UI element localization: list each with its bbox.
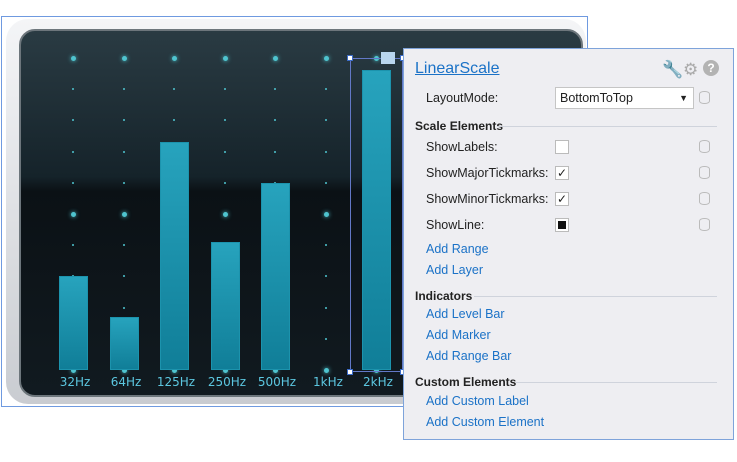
minor-tick (72, 150, 74, 153)
major-tick (121, 211, 127, 217)
minor-tick (325, 306, 327, 309)
minor-tick (72, 244, 74, 247)
databinding-icon[interactable] (699, 140, 710, 153)
minor-tick (224, 88, 226, 91)
level-bar (260, 182, 290, 370)
minor-tick (274, 88, 276, 91)
show-minor-checkbox[interactable]: ✓ (555, 192, 569, 206)
minor-tick (123, 150, 125, 153)
show-line-label: ShowLine: (426, 218, 485, 232)
divider (516, 382, 717, 383)
minor-tick (123, 306, 125, 309)
scale-label: 64Hz (110, 375, 142, 389)
level-bar (159, 142, 189, 370)
minor-tick (173, 119, 175, 122)
scale-label: 2kHz (363, 375, 393, 389)
show-labels-label: ShowLabels: (426, 140, 498, 154)
scale-label: 125Hz (156, 375, 196, 389)
level-bar (109, 316, 139, 370)
minor-tick (224, 119, 226, 122)
layout-mode-select[interactable]: BottomToTop ▼ (555, 87, 694, 109)
scale-label: 500Hz (257, 375, 297, 389)
panel-title-link[interactable]: LinearScale (415, 60, 500, 77)
minor-tick (123, 119, 125, 122)
databinding-icon[interactable] (699, 166, 710, 179)
minor-tick (72, 181, 74, 184)
layout-mode-value: BottomToTop (560, 91, 633, 105)
major-tick (70, 55, 76, 61)
add-marker-link[interactable]: Add Marker (426, 328, 491, 342)
major-tick (222, 55, 228, 61)
wrench-icon[interactable]: 🔧 (662, 60, 684, 79)
show-minor-label: ShowMinorTickmarks: (426, 192, 549, 206)
show-major-checkbox[interactable]: ✓ (555, 166, 569, 180)
scale-label: 1kHz (313, 375, 343, 389)
major-tick (171, 367, 177, 373)
add-range-bar-link[interactable]: Add Range Bar (426, 349, 512, 363)
selection-box (350, 58, 403, 372)
databinding-icon[interactable] (699, 91, 710, 104)
show-labels-checkbox[interactable] (555, 140, 569, 154)
major-tick (70, 367, 76, 373)
major-tick (323, 55, 329, 61)
level-bar (210, 242, 240, 370)
resize-handle (347, 369, 353, 375)
databinding-icon[interactable] (699, 218, 710, 231)
major-tick (373, 367, 379, 373)
section-scale-elements: Scale Elements (415, 119, 504, 133)
minor-tick (325, 88, 327, 91)
major-tick (121, 55, 127, 61)
major-tick (323, 367, 329, 373)
smart-tag-button (381, 52, 395, 64)
minor-tick (325, 337, 327, 340)
minor-tick (325, 119, 327, 122)
scale-label: 32Hz (59, 375, 91, 389)
divider (474, 296, 717, 297)
major-tick (272, 55, 278, 61)
show-major-label: ShowMajorTickmarks: (426, 166, 549, 180)
major-tick (272, 367, 278, 373)
section-custom-elements: Custom Elements (415, 375, 517, 389)
minor-tick (224, 150, 226, 153)
minor-tick (123, 244, 125, 247)
minor-tick (123, 88, 125, 91)
minor-tick (72, 88, 74, 91)
minor-tick (123, 275, 125, 278)
add-layer-link[interactable]: Add Layer (426, 263, 483, 277)
minor-tick (72, 119, 74, 122)
smart-tag-panel: LinearScale 🔧 ⚙ ? LayoutMode: BottomToTo… (403, 48, 734, 440)
add-custom-element-link[interactable]: Add Custom Element (426, 415, 545, 429)
help-icon[interactable]: ? (703, 60, 719, 76)
major-tick (171, 55, 177, 61)
show-line-checkbox[interactable] (555, 218, 569, 232)
resize-handle (347, 55, 353, 61)
minor-tick (123, 181, 125, 184)
databinding-icon[interactable] (699, 192, 710, 205)
level-bar (361, 70, 391, 370)
major-tick (323, 211, 329, 217)
minor-tick (325, 244, 327, 247)
add-custom-label-link[interactable]: Add Custom Label (426, 394, 529, 408)
minor-tick (274, 119, 276, 122)
minor-tick (224, 181, 226, 184)
level-bar (58, 276, 88, 370)
minor-tick (274, 150, 276, 153)
major-tick (222, 211, 228, 217)
add-range-link[interactable]: Add Range (426, 242, 489, 256)
layout-mode-label: LayoutMode: (426, 91, 499, 105)
section-indicators: Indicators (415, 289, 473, 303)
divider (497, 126, 717, 127)
minor-tick (325, 181, 327, 184)
major-tick (121, 367, 127, 373)
add-level-bar-link[interactable]: Add Level Bar (426, 307, 505, 321)
scale-label: 250Hz (207, 375, 247, 389)
minor-tick (325, 150, 327, 153)
major-tick (70, 211, 76, 217)
chevron-down-icon: ▼ (679, 93, 688, 103)
gear-icon[interactable]: ⚙ (683, 60, 699, 79)
minor-tick (325, 275, 327, 278)
major-tick (222, 367, 228, 373)
minor-tick (173, 88, 175, 91)
